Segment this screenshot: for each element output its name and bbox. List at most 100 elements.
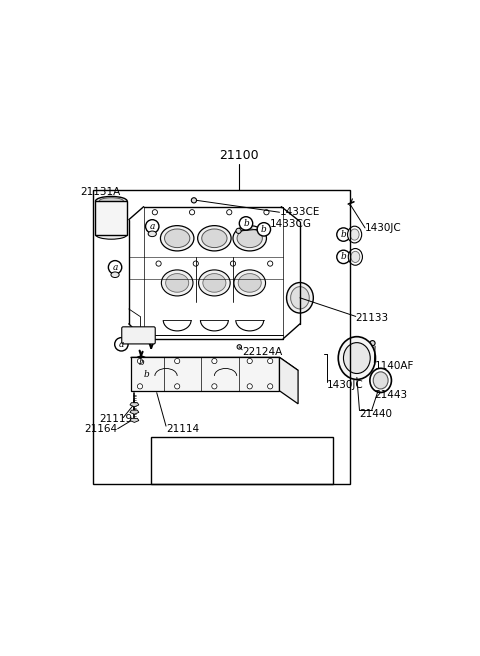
Text: 21440: 21440 — [360, 409, 393, 419]
Circle shape — [237, 344, 241, 349]
Circle shape — [370, 340, 375, 346]
Circle shape — [351, 375, 355, 378]
Circle shape — [337, 228, 350, 241]
Ellipse shape — [234, 270, 265, 296]
Ellipse shape — [111, 272, 119, 277]
Circle shape — [137, 384, 143, 389]
Text: 21119: 21119 — [99, 414, 132, 424]
Circle shape — [145, 220, 159, 233]
Ellipse shape — [223, 469, 233, 476]
Ellipse shape — [287, 283, 313, 313]
Text: 1430JC: 1430JC — [327, 380, 364, 390]
Circle shape — [189, 441, 205, 457]
Text: b: b — [138, 358, 144, 367]
Text: 22124A: 22124A — [242, 347, 283, 357]
Circle shape — [267, 384, 273, 389]
Ellipse shape — [348, 249, 362, 265]
Ellipse shape — [199, 270, 230, 296]
Text: b: b — [261, 225, 267, 234]
Text: a: a — [150, 222, 155, 231]
Circle shape — [337, 250, 350, 264]
Text: 21713A: 21713A — [158, 472, 195, 482]
Ellipse shape — [238, 274, 261, 292]
Circle shape — [267, 358, 273, 363]
Circle shape — [371, 356, 374, 360]
Text: b: b — [144, 369, 149, 379]
Ellipse shape — [348, 226, 362, 243]
Text: 21114: 21114 — [166, 424, 199, 434]
Ellipse shape — [165, 229, 190, 247]
Circle shape — [230, 261, 236, 266]
Bar — [96, 201, 127, 235]
Circle shape — [190, 210, 195, 215]
Circle shape — [247, 358, 252, 363]
Text: 1573JK: 1573JK — [249, 461, 283, 470]
Circle shape — [152, 210, 157, 215]
Circle shape — [108, 260, 122, 274]
Ellipse shape — [338, 337, 375, 379]
Text: b: b — [341, 253, 347, 261]
Text: 1433CG: 1433CG — [270, 219, 312, 229]
Circle shape — [236, 228, 241, 234]
Ellipse shape — [198, 226, 231, 251]
Ellipse shape — [290, 287, 309, 309]
Ellipse shape — [350, 229, 359, 240]
Ellipse shape — [203, 274, 226, 292]
Ellipse shape — [148, 231, 156, 237]
Circle shape — [175, 384, 180, 389]
Text: 21443: 21443 — [374, 390, 408, 400]
Ellipse shape — [161, 270, 193, 296]
Ellipse shape — [351, 251, 360, 262]
Circle shape — [156, 261, 161, 266]
Polygon shape — [279, 358, 298, 404]
Ellipse shape — [96, 230, 127, 239]
Circle shape — [365, 342, 369, 345]
Ellipse shape — [344, 342, 370, 373]
Ellipse shape — [220, 467, 236, 478]
Text: 1430JC: 1430JC — [365, 223, 402, 233]
Circle shape — [137, 358, 143, 363]
Circle shape — [227, 210, 232, 215]
Circle shape — [341, 364, 345, 368]
Ellipse shape — [373, 372, 388, 389]
Text: 21100: 21100 — [219, 149, 258, 162]
Bar — [94, 190, 350, 484]
Ellipse shape — [312, 468, 325, 477]
Polygon shape — [130, 419, 139, 422]
Ellipse shape — [96, 196, 127, 206]
Circle shape — [257, 222, 271, 236]
Ellipse shape — [314, 470, 323, 475]
Text: a: a — [119, 340, 124, 349]
Text: b: b — [341, 230, 347, 239]
Text: 1433CE: 1433CE — [280, 207, 321, 217]
Circle shape — [267, 261, 273, 266]
Ellipse shape — [99, 197, 123, 205]
Text: 21131A: 21131A — [81, 187, 120, 197]
Polygon shape — [130, 403, 139, 407]
Text: 21164: 21164 — [84, 424, 117, 434]
Circle shape — [365, 371, 369, 375]
Circle shape — [193, 261, 198, 266]
Circle shape — [134, 356, 148, 369]
Circle shape — [115, 338, 128, 351]
Ellipse shape — [202, 229, 227, 247]
Circle shape — [264, 210, 269, 215]
Circle shape — [240, 216, 252, 230]
Circle shape — [247, 384, 252, 389]
Text: b: b — [243, 219, 249, 228]
Circle shape — [140, 367, 153, 380]
Circle shape — [341, 348, 345, 352]
Ellipse shape — [237, 229, 263, 247]
Ellipse shape — [166, 274, 189, 292]
Circle shape — [192, 197, 196, 203]
Circle shape — [212, 358, 217, 363]
Ellipse shape — [370, 368, 392, 392]
Text: 1140AF: 1140AF — [374, 361, 414, 371]
Text: 21133: 21133 — [356, 314, 389, 323]
Text: a: a — [194, 444, 200, 453]
Ellipse shape — [233, 226, 266, 251]
Circle shape — [212, 384, 217, 389]
Text: b: b — [285, 444, 291, 453]
Text: 1573GF: 1573GF — [158, 461, 196, 470]
Text: a: a — [112, 263, 118, 272]
